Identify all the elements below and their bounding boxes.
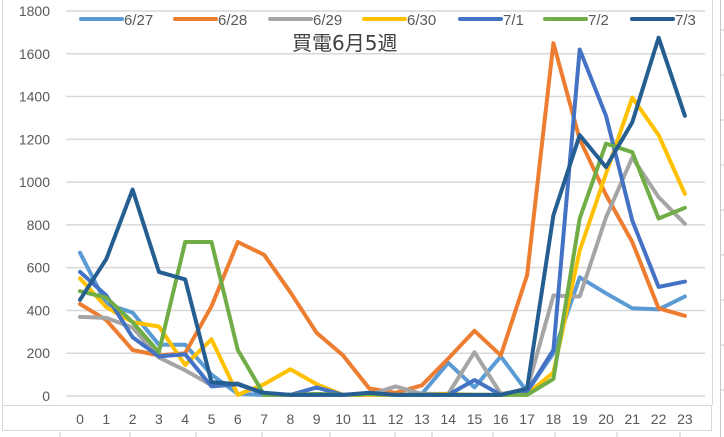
legend-item-7-3[interactable]: 7/3 <box>630 12 696 29</box>
sheet-cell-ticks <box>59 29 724 437</box>
legend-item-7-2[interactable]: 7/2 <box>543 12 609 29</box>
sheet-gridline <box>720 0 721 437</box>
x-tick-label: 22 <box>651 411 667 427</box>
x-tick-label: 21 <box>625 411 641 427</box>
legend-item-7-1[interactable]: 7/1 <box>458 12 524 29</box>
x-tick-label: 20 <box>598 411 614 427</box>
y-tick-label: 600 <box>27 260 51 276</box>
x-tick-label: 13 <box>414 411 430 427</box>
x-tick-label: 17 <box>519 411 535 427</box>
y-tick-label: 800 <box>27 217 51 233</box>
y-tick-label: 1000 <box>19 174 50 190</box>
legend-item-6-29[interactable]: 6/29 <box>268 12 342 29</box>
x-tick-label: 11 <box>362 411 377 427</box>
x-tick-label: 16 <box>493 411 509 427</box>
chart-area[interactable] <box>2 0 713 405</box>
y-tick-label: 1800 <box>19 3 50 19</box>
x-tick-label: 15 <box>467 411 483 427</box>
x-tick-label: 2 <box>129 411 137 427</box>
x-tick-label: 9 <box>313 411 321 427</box>
x-tick-label: 5 <box>208 411 216 427</box>
series-line-7-3[interactable] <box>78 35 687 397</box>
legend-label: 6/30 <box>407 12 436 29</box>
y-tick-label: 200 <box>27 345 51 361</box>
legend-label: 6/29 <box>313 12 342 29</box>
x-tick-label: 8 <box>287 411 295 427</box>
legend-label: 7/3 <box>675 12 696 29</box>
y-tick-label: 1600 <box>19 46 50 62</box>
y-tick-label: 0 <box>42 388 50 404</box>
legend-item-6-30[interactable]: 6/30 <box>362 12 436 29</box>
x-tick-label: 6 <box>234 411 242 427</box>
legend-item-6-28[interactable]: 6/28 <box>173 12 247 29</box>
x-tick-label: 10 <box>335 411 351 427</box>
y-tick-label: 1200 <box>19 131 50 147</box>
series-lines <box>78 35 687 397</box>
x-tick-label: 14 <box>440 411 456 427</box>
legend-label: 6/27 <box>124 12 153 29</box>
legend-label: 7/1 <box>503 12 524 29</box>
x-axis-ticks: 0 1 2 3 4 5 6 7 8 9 10 11 12 13 14 15 16 17 18 19 20 21 22 23 <box>76 411 693 427</box>
x-tick-label: 12 <box>388 411 404 427</box>
y-tick-label: 400 <box>27 302 51 318</box>
x-tick-label: 1 <box>102 411 110 427</box>
legend-item-6-27[interactable]: 6/27 <box>79 12 153 29</box>
series-line-6-29[interactable] <box>78 155 687 397</box>
x-tick-label: 23 <box>677 411 693 427</box>
x-tick-label: 0 <box>76 411 84 427</box>
legend-label: 7/2 <box>588 12 609 29</box>
legend-label: 6/28 <box>218 12 247 29</box>
y-tick-label: 1400 <box>19 89 50 105</box>
x-tick-label: 7 <box>260 411 268 427</box>
series-line-6-30[interactable] <box>78 95 687 397</box>
x-axis-label-row <box>2 405 712 431</box>
x-tick-label: 3 <box>155 411 163 427</box>
chart-title: 買電6月5週 <box>292 31 397 55</box>
y-axis-ticks: 0 200 400 600 800 1000 1200 1400 1600 1800 <box>19 3 50 404</box>
legend: 6/27 6/28 6/29 6/30 7/1 7/2 7/3 <box>79 12 696 29</box>
x-tick-label: 18 <box>546 411 562 427</box>
x-tick-label: 19 <box>572 411 588 427</box>
x-tick-label: 4 <box>181 411 189 427</box>
